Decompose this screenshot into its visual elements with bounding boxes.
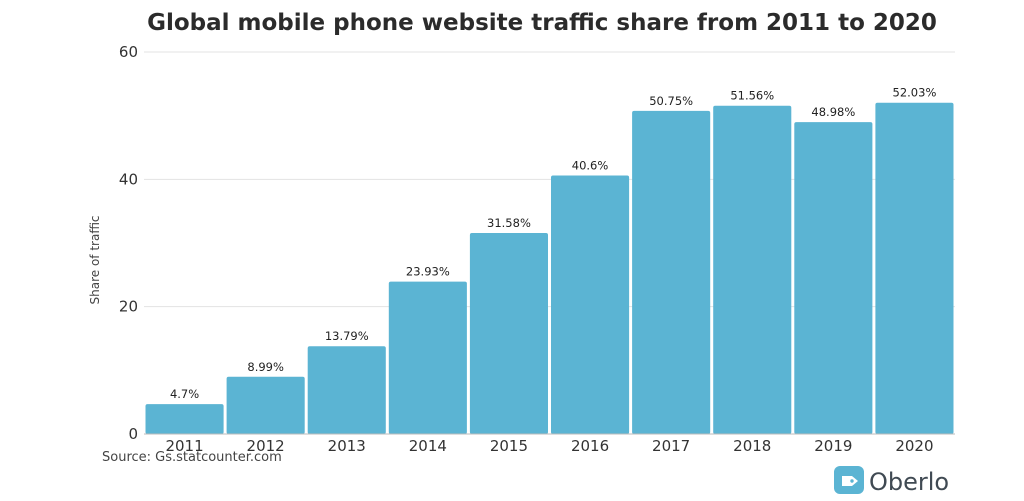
x-tick-label: 2014 — [409, 437, 447, 455]
y-axis-ticks: 0 20 40 60 — [119, 43, 138, 443]
data-label: 4.7% — [170, 387, 199, 401]
bar — [551, 175, 630, 434]
source-text: Source: Gs.statcounter.com — [102, 450, 282, 465]
x-tick-label: 2015 — [490, 437, 528, 455]
oberlo-tag-icon — [834, 466, 864, 494]
data-label: 52.03% — [893, 86, 937, 100]
x-tick-label: 2012 — [247, 437, 285, 455]
x-tick-label: 2011 — [165, 437, 203, 455]
y-axis-label: Share of traffic — [88, 215, 102, 304]
x-axis-ticks: 2011 2012 2013 2014 2015 2016 2017 2018 2019 2020 — [165, 437, 933, 455]
oberlo-logo[interactable]: Oberlo — [834, 466, 949, 496]
data-label: 31.58% — [487, 216, 531, 230]
y-tick-label: 0 — [128, 425, 138, 443]
bar — [632, 110, 711, 435]
data-label: 13.79% — [325, 329, 369, 343]
bar — [307, 346, 386, 434]
data-label: 40.6% — [572, 159, 609, 173]
bars — [145, 102, 954, 435]
bar — [713, 105, 792, 434]
x-tick-label: 2020 — [895, 437, 933, 455]
y-tick-label: 20 — [119, 298, 138, 316]
y-tick-label: 40 — [119, 170, 138, 188]
x-tick-label: 2017 — [652, 437, 690, 455]
bar — [145, 404, 224, 434]
bar — [226, 376, 305, 434]
x-tick-label: 2016 — [571, 437, 609, 455]
data-label: 23.93% — [406, 265, 450, 279]
data-label: 50.75% — [649, 94, 693, 108]
bar — [794, 122, 873, 434]
x-tick-label: 2018 — [733, 437, 771, 455]
data-label: 48.98% — [811, 105, 855, 119]
bar — [388, 281, 467, 434]
bar — [875, 102, 954, 434]
data-label: 8.99% — [247, 360, 284, 374]
x-tick-label: 2019 — [814, 437, 852, 455]
brand-name: Oberlo — [869, 468, 949, 496]
data-labels: 4.7% 8.99% 13.79% 23.93% 31.58% 40.6% 50.75% 51… — [170, 86, 937, 401]
data-label: 51.56% — [730, 89, 774, 103]
x-tick-label: 2013 — [328, 437, 366, 455]
chart-title: Global mobile phone website traffic shar… — [147, 10, 937, 36]
y-tick-label: 60 — [119, 43, 138, 61]
bar — [469, 232, 548, 434]
